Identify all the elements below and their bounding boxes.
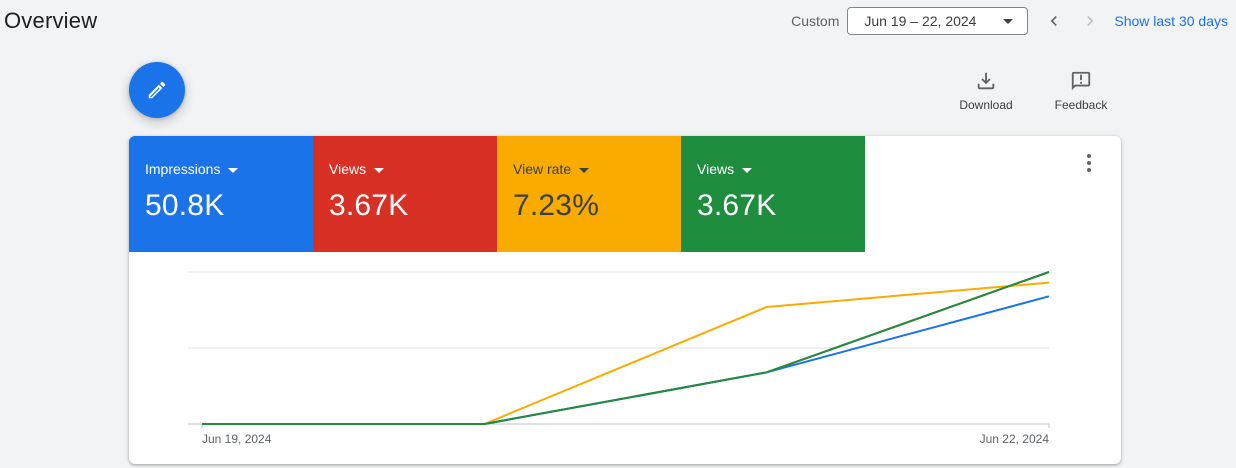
- dropdown-arrow-icon: [1003, 18, 1014, 24]
- custom-label: Custom: [791, 13, 840, 29]
- more-options-button[interactable]: [1079, 151, 1099, 175]
- metric-tab-views-secondary[interactable]: Views 3.67K: [681, 136, 865, 252]
- metric-label: Impressions: [145, 161, 221, 177]
- previous-period-button[interactable]: [1036, 7, 1072, 35]
- feedback-label: Feedback: [1054, 98, 1108, 112]
- more-vert-icon: [1087, 154, 1091, 158]
- date-controls: Custom Jun 19 – 22, 2024 Show last 30 da…: [791, 7, 1228, 35]
- metric-label: View rate: [513, 161, 572, 177]
- feedback-button[interactable]: Feedback: [1041, 70, 1121, 112]
- chevron-right-icon: [1087, 16, 1094, 26]
- metric-tabs: Impressions 50.8K Views 3.67K View rate …: [129, 136, 1121, 252]
- page-title: Overview: [4, 8, 98, 33]
- pencil-icon: [148, 81, 166, 99]
- date-range-select[interactable]: Jun 19 – 22, 2024: [847, 7, 1029, 35]
- metric-value: 3.67K: [329, 189, 409, 222]
- show-last-30-days-link[interactable]: Show last 30 days: [1114, 13, 1228, 29]
- download-button[interactable]: Download: [946, 70, 1026, 112]
- metric-tab-view-rate[interactable]: View rate 7.23%: [497, 136, 681, 252]
- dropdown-arrow-icon: [228, 167, 239, 173]
- line-chart: Jun 19, 2024 Jun 22, 2024: [188, 271, 1050, 446]
- edit-button[interactable]: [129, 62, 185, 118]
- dropdown-arrow-icon: [579, 167, 590, 173]
- metric-label: Views: [697, 161, 735, 177]
- metric-tab-impressions[interactable]: Impressions 50.8K: [129, 136, 313, 252]
- x-tick-label: Jun 22, 2024: [980, 432, 1050, 446]
- download-label: Download: [959, 98, 1013, 112]
- download-icon: [977, 72, 995, 90]
- series-line-3: [202, 271, 1050, 425]
- metric-value: 50.8K: [145, 189, 225, 222]
- metric-value: 7.23%: [513, 189, 600, 222]
- dropdown-arrow-icon: [374, 167, 385, 173]
- performance-card: Impressions 50.8K Views 3.67K View rate …: [129, 136, 1121, 464]
- dropdown-arrow-icon: [742, 167, 753, 173]
- feedback-icon: [1071, 71, 1091, 91]
- metric-tab-views[interactable]: Views 3.67K: [313, 136, 497, 252]
- next-period-button[interactable]: [1072, 7, 1108, 35]
- series-line-2: [202, 281, 1050, 425]
- x-tick-label: Jun 19, 2024: [202, 432, 272, 446]
- series-line-0: [202, 295, 1050, 425]
- metric-label: Views: [329, 161, 367, 177]
- date-range-value: Jun 19 – 22, 2024: [864, 13, 977, 29]
- chevron-left-icon: [1051, 16, 1058, 26]
- metric-value: 3.67K: [697, 189, 777, 222]
